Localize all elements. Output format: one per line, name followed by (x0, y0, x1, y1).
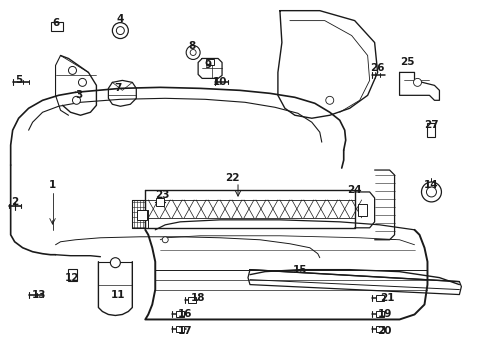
Bar (188, 297, 196, 302)
Text: 17: 17 (178, 327, 192, 336)
Circle shape (426, 187, 436, 197)
Circle shape (186, 45, 200, 59)
Text: 5: 5 (15, 75, 22, 85)
Bar (375, 294, 383, 301)
Text: 15: 15 (292, 265, 306, 275)
Text: 24: 24 (346, 185, 361, 195)
Text: 23: 23 (155, 190, 169, 200)
Bar (50, 22, 62, 31)
Bar (137, 210, 147, 220)
Bar (375, 311, 383, 318)
Bar (156, 198, 164, 206)
Text: 13: 13 (31, 289, 46, 300)
Text: 27: 27 (423, 120, 438, 130)
Circle shape (72, 96, 81, 104)
Bar (357, 204, 366, 216)
Bar (176, 311, 184, 318)
Circle shape (413, 78, 421, 86)
Text: 8: 8 (188, 41, 195, 50)
Text: 12: 12 (65, 273, 80, 283)
Text: 7: 7 (115, 84, 122, 93)
Circle shape (116, 27, 124, 35)
Text: 18: 18 (190, 293, 205, 302)
Text: 19: 19 (377, 310, 391, 319)
Text: 22: 22 (224, 173, 239, 183)
Text: 25: 25 (400, 58, 414, 67)
Text: 2: 2 (11, 197, 18, 207)
Circle shape (68, 67, 76, 75)
Circle shape (421, 182, 441, 202)
Text: 4: 4 (117, 14, 124, 24)
Text: 11: 11 (111, 289, 125, 300)
Bar (205, 59, 214, 66)
Circle shape (162, 237, 168, 243)
Text: 10: 10 (212, 77, 227, 87)
Circle shape (190, 50, 196, 55)
Circle shape (78, 78, 86, 86)
Text: 20: 20 (377, 327, 391, 336)
Text: 21: 21 (380, 293, 394, 302)
Circle shape (112, 23, 128, 39)
Text: 3: 3 (75, 90, 82, 100)
Text: 16: 16 (178, 310, 192, 319)
Text: 6: 6 (52, 18, 59, 28)
Circle shape (325, 96, 333, 104)
Bar (375, 327, 383, 332)
Bar (427, 123, 435, 137)
Text: 9: 9 (204, 60, 211, 71)
Text: 26: 26 (369, 63, 384, 73)
Text: 1: 1 (49, 180, 56, 190)
Circle shape (110, 258, 120, 268)
Bar (176, 327, 184, 332)
Text: 14: 14 (423, 180, 438, 190)
Bar (68, 269, 77, 280)
